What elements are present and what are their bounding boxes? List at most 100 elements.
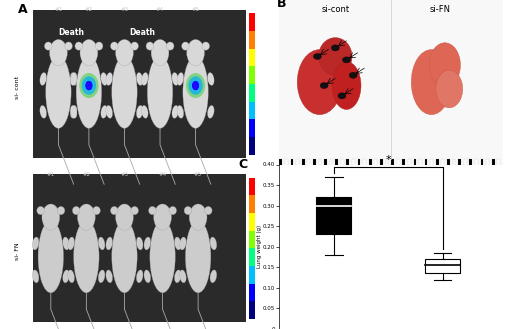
Text: #4: #4	[156, 7, 164, 13]
Bar	[249, 66, 256, 84]
Circle shape	[82, 76, 96, 95]
Ellipse shape	[112, 56, 137, 128]
Ellipse shape	[106, 72, 113, 86]
Ellipse shape	[146, 42, 153, 50]
Ellipse shape	[187, 39, 204, 66]
Ellipse shape	[101, 72, 108, 86]
Ellipse shape	[136, 270, 143, 283]
Ellipse shape	[62, 237, 70, 250]
Text: #4: #4	[158, 172, 167, 177]
Bar	[307, 159, 310, 171]
Circle shape	[79, 73, 99, 98]
Ellipse shape	[131, 207, 138, 215]
Circle shape	[320, 83, 328, 89]
Ellipse shape	[148, 207, 156, 215]
Ellipse shape	[45, 42, 52, 50]
Ellipse shape	[297, 50, 342, 114]
Ellipse shape	[106, 237, 113, 250]
Bar	[441, 159, 444, 171]
Text: #5: #5	[192, 7, 200, 13]
Bar	[249, 195, 256, 213]
Bar	[386, 159, 388, 171]
Ellipse shape	[177, 105, 184, 118]
Circle shape	[349, 72, 357, 78]
Ellipse shape	[136, 237, 143, 250]
Text: si- FN: si- FN	[15, 243, 20, 261]
Ellipse shape	[40, 105, 47, 118]
Ellipse shape	[144, 270, 151, 283]
Ellipse shape	[151, 39, 169, 66]
Ellipse shape	[204, 207, 212, 215]
Bar	[249, 84, 256, 102]
Bar	[391, 159, 394, 171]
Bar	[358, 159, 361, 171]
Bar	[249, 213, 256, 231]
Bar	[249, 48, 256, 66]
Bar	[380, 159, 383, 171]
Bar	[436, 159, 439, 171]
Ellipse shape	[68, 270, 75, 283]
Text: #3: #3	[120, 172, 129, 177]
Ellipse shape	[429, 43, 460, 87]
Ellipse shape	[436, 70, 463, 108]
Text: #1: #1	[47, 172, 55, 177]
Bar	[453, 159, 456, 171]
Circle shape	[188, 76, 203, 95]
Ellipse shape	[37, 207, 45, 215]
Ellipse shape	[111, 207, 118, 215]
Ellipse shape	[179, 237, 186, 250]
Ellipse shape	[65, 42, 72, 50]
Bar	[335, 159, 338, 171]
Ellipse shape	[106, 105, 113, 118]
Bar	[330, 159, 332, 171]
Ellipse shape	[38, 220, 64, 293]
Bar	[408, 159, 410, 171]
Text: Death: Death	[58, 28, 84, 38]
Ellipse shape	[75, 42, 82, 50]
Ellipse shape	[76, 56, 102, 128]
Ellipse shape	[172, 72, 179, 86]
Ellipse shape	[174, 270, 181, 283]
Ellipse shape	[72, 207, 80, 215]
Ellipse shape	[332, 62, 361, 110]
Y-axis label: Lung weight (g): Lung weight (g)	[257, 225, 262, 268]
Ellipse shape	[92, 207, 100, 215]
Bar	[481, 159, 483, 171]
Ellipse shape	[70, 105, 77, 118]
Ellipse shape	[40, 72, 47, 86]
Ellipse shape	[42, 204, 60, 230]
Ellipse shape	[179, 270, 186, 283]
Ellipse shape	[32, 270, 39, 283]
Circle shape	[331, 45, 339, 51]
Circle shape	[338, 93, 346, 99]
Circle shape	[342, 57, 351, 63]
Bar	[414, 159, 417, 171]
Bar	[249, 301, 256, 319]
Text: B: B	[277, 0, 287, 10]
Ellipse shape	[141, 105, 148, 118]
Bar	[285, 159, 288, 171]
Ellipse shape	[182, 42, 189, 50]
Ellipse shape	[185, 220, 211, 293]
Bar	[369, 159, 372, 171]
Ellipse shape	[184, 207, 192, 215]
Bar	[363, 159, 366, 171]
Bar	[302, 159, 304, 171]
Bar	[279, 159, 282, 171]
Ellipse shape	[70, 72, 77, 86]
Ellipse shape	[207, 105, 214, 118]
Ellipse shape	[98, 237, 105, 250]
Bar	[341, 159, 344, 171]
Bar	[430, 159, 433, 171]
Circle shape	[186, 73, 205, 98]
Ellipse shape	[207, 72, 214, 86]
Ellipse shape	[177, 72, 184, 86]
Ellipse shape	[106, 270, 113, 283]
Bar	[458, 159, 461, 171]
Text: #5: #5	[194, 172, 202, 177]
Bar	[419, 159, 422, 171]
Bar	[249, 231, 256, 248]
Ellipse shape	[172, 105, 179, 118]
Ellipse shape	[50, 39, 67, 66]
Bar	[374, 159, 377, 171]
